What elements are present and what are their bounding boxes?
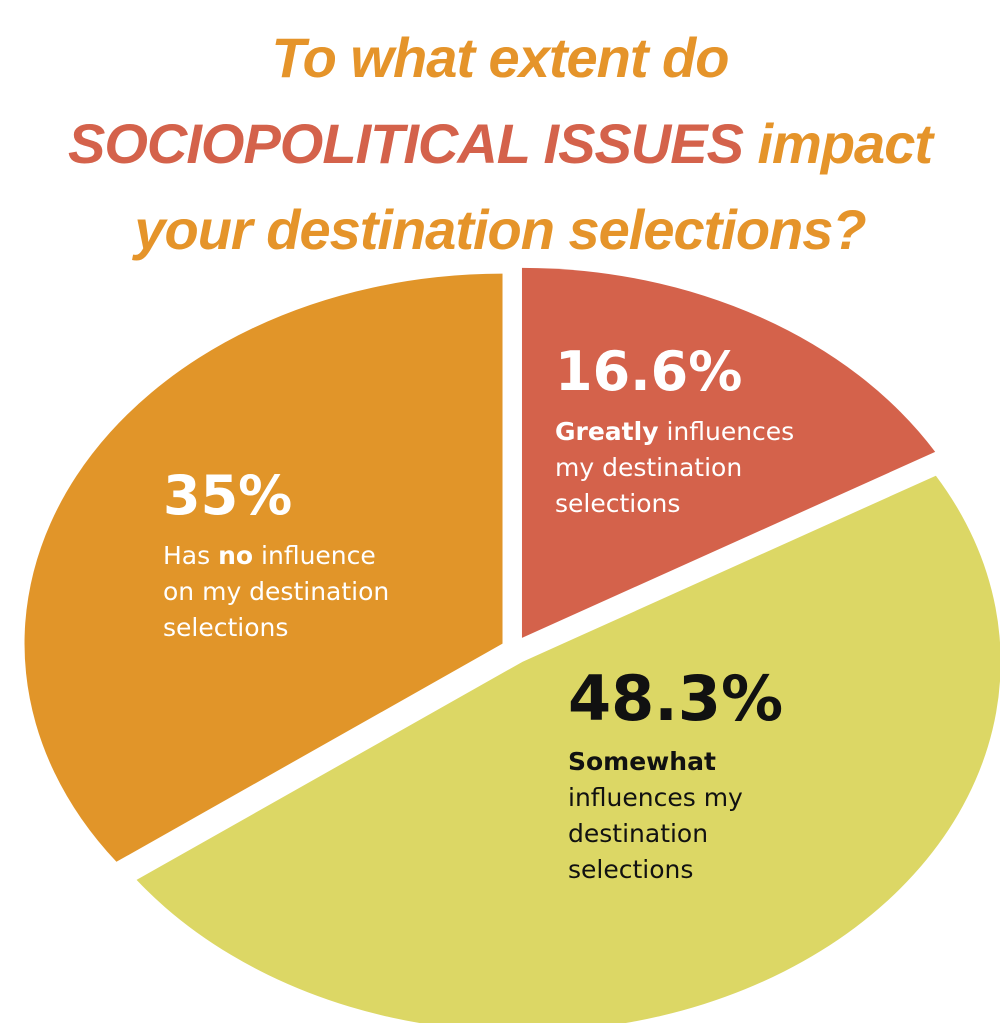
slice-description-line: selections xyxy=(163,613,288,642)
slice-label-1: 16.6% Greatly influences my destination sel… xyxy=(555,340,794,518)
description-segment: selections xyxy=(163,613,288,642)
description-emphasis: no xyxy=(218,541,253,570)
slice-percent: 16.6% xyxy=(555,340,742,403)
slice-description-line: selections xyxy=(555,489,680,518)
slice-percent: 35% xyxy=(163,464,292,527)
title-line-1: To what extent do xyxy=(272,26,729,89)
description-segment: destination xyxy=(568,819,708,848)
slice-description-line: selections xyxy=(568,855,693,884)
slice-description-line: Somewhat xyxy=(568,747,716,776)
slice-description-line: on my destination xyxy=(163,577,389,606)
slice-description-line: my destination xyxy=(555,453,742,482)
description-segment: influence xyxy=(253,541,376,570)
slice-label-3: 35% Has no influence on my destination sele… xyxy=(163,464,389,642)
slice-label-2: 48.3% Somewhat influences my destination sel… xyxy=(568,662,783,884)
pie-slice-2 xyxy=(136,475,1000,1023)
slice-percent: 48.3% xyxy=(568,662,783,735)
slice-description-line: Has no influence xyxy=(163,541,376,570)
description-emphasis: Greatly xyxy=(555,417,659,446)
pie-slice-1 xyxy=(521,267,936,638)
description-segment: on my destination xyxy=(163,577,389,606)
description-segment: influences my xyxy=(568,783,743,812)
chart-title: To what extent do SOCIOPOLITICAL ISSUES i… xyxy=(68,26,936,261)
title-line-2: SOCIOPOLITICAL ISSUES impact xyxy=(68,112,935,175)
description-segment: Has xyxy=(163,541,218,570)
description-segment: selections xyxy=(568,855,693,884)
description-emphasis: Somewhat xyxy=(568,747,716,776)
pie-slices xyxy=(24,267,1000,1023)
description-segment: my destination xyxy=(555,453,742,482)
description-segment: influences xyxy=(659,417,795,446)
slice-description-line: influences my xyxy=(568,783,743,812)
pie-slice-3 xyxy=(24,273,503,862)
slice-labels: 16.6% Greatly influences my destination sel… xyxy=(163,340,794,884)
title-segment: your destination selections? xyxy=(131,198,866,261)
slice-description-line: Greatly influences xyxy=(555,417,794,446)
title-highlight: SOCIOPOLITICAL ISSUES xyxy=(68,112,744,175)
title-line-3: your destination selections? xyxy=(131,198,866,261)
slice-description-line: destination xyxy=(568,819,708,848)
description-segment: selections xyxy=(555,489,680,518)
title-segment: To what extent do xyxy=(272,26,729,89)
title-segment: impact xyxy=(743,112,935,175)
